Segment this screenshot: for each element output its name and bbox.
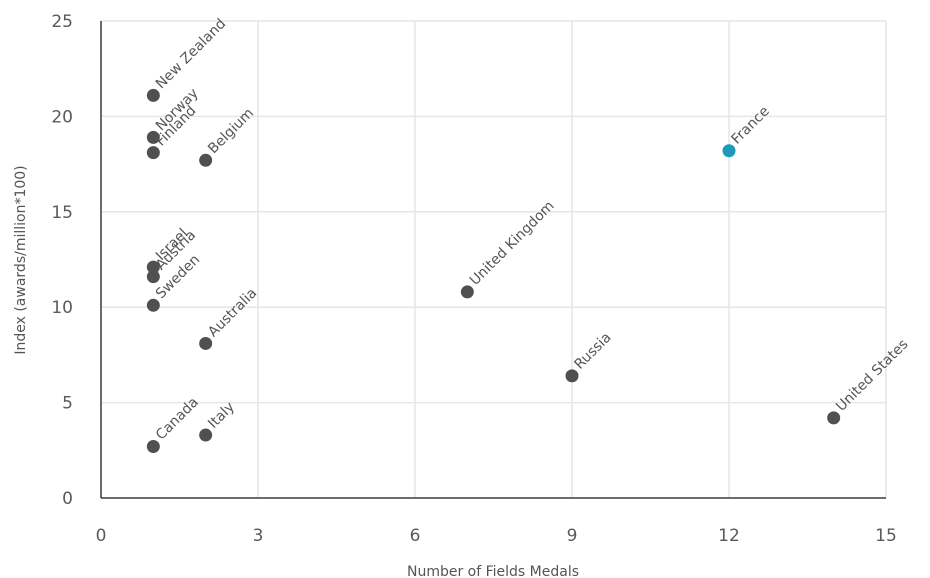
- point-label: Australia: [205, 285, 260, 340]
- y-tick-label: 20: [51, 107, 73, 127]
- data-point: [460, 285, 474, 299]
- data-point: [199, 428, 213, 442]
- data-point: [565, 369, 579, 383]
- y-axis-title: Index (awards/million*100): [13, 165, 29, 354]
- data-point: [146, 439, 160, 453]
- x-tick-label: 0: [96, 526, 107, 546]
- y-tick-label: 15: [51, 203, 73, 223]
- axes: [100, 21, 886, 499]
- x-tick-label: 6: [410, 526, 421, 546]
- y-tick-labels: 0 5 10 15 20 25: [51, 12, 73, 509]
- y-tick-label: 10: [51, 298, 73, 318]
- data-point: [146, 270, 160, 284]
- x-tick-label: 15: [875, 526, 897, 546]
- point-label: France: [729, 103, 773, 147]
- data-point: [722, 144, 736, 158]
- data-point: [199, 153, 213, 167]
- x-tick-labels: 0 3 6 9 12 15: [96, 526, 897, 546]
- x-tick-label: 9: [567, 526, 578, 546]
- x-tick-label: 3: [253, 526, 264, 546]
- y-tick-label: 0: [62, 489, 73, 509]
- data-point: [146, 260, 160, 274]
- data-point: [827, 411, 841, 425]
- data-point: [146, 88, 160, 102]
- point-label: Belgium: [205, 105, 257, 157]
- data-point: [146, 146, 160, 160]
- point-label: New Zealand: [153, 16, 229, 92]
- x-tick-label: 12: [718, 526, 740, 546]
- data-point: [146, 130, 160, 144]
- point-label: Russia: [572, 330, 615, 373]
- data-point: [146, 298, 160, 312]
- x-axis-title: Number of Fields Medals: [407, 564, 579, 578]
- data-point: [199, 336, 213, 350]
- grid-lines: [101, 20, 887, 498]
- point-label: Italy: [205, 399, 238, 432]
- y-tick-label: 25: [51, 12, 73, 32]
- point-label: Canada: [153, 394, 202, 443]
- y-tick-label: 5: [62, 394, 73, 414]
